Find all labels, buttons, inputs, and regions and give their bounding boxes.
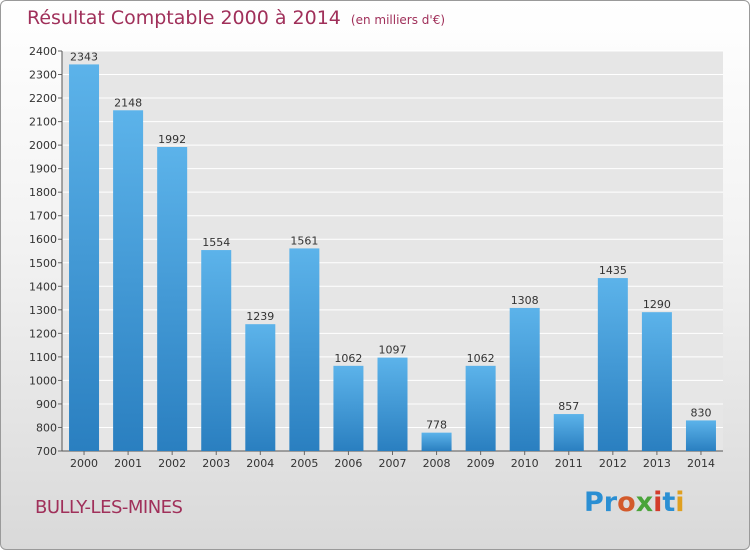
bar-2000 bbox=[69, 64, 100, 451]
y-tick-label: 1900 bbox=[29, 163, 57, 176]
bar-2003 bbox=[201, 250, 232, 451]
logo-letter: r bbox=[603, 487, 618, 518]
bar-2013 bbox=[641, 312, 672, 451]
logo-letter: x bbox=[635, 487, 654, 518]
y-tick-label: 700 bbox=[36, 445, 57, 458]
y-tick-label: 1500 bbox=[29, 257, 57, 270]
x-tick-label-2011: 2011 bbox=[555, 457, 583, 470]
y-tick-label: 1100 bbox=[29, 351, 57, 364]
data-label-2013: 1290 bbox=[643, 298, 671, 311]
x-tick-label-2002: 2002 bbox=[158, 457, 186, 470]
data-label-2006: 1062 bbox=[334, 352, 362, 365]
data-label-2002: 1992 bbox=[158, 133, 186, 146]
data-label-2003: 1554 bbox=[202, 236, 230, 249]
data-label-2004: 1239 bbox=[246, 310, 274, 323]
data-label-2005: 1561 bbox=[290, 234, 318, 247]
chart-title-block: Résultat Comptable 2000 à 2014 (en millie… bbox=[27, 7, 445, 29]
bar-2006 bbox=[333, 365, 364, 451]
logo-letter: i bbox=[675, 487, 685, 518]
x-tick-label-2010: 2010 bbox=[511, 457, 539, 470]
y-tick-label: 1800 bbox=[29, 186, 57, 199]
bar-2005 bbox=[289, 248, 320, 451]
bar-2014 bbox=[685, 420, 716, 451]
x-tick-label-2012: 2012 bbox=[599, 457, 627, 470]
commune-name: BULLY-LES-MINES bbox=[35, 497, 183, 518]
y-tick-label: 2200 bbox=[29, 92, 57, 105]
y-tick-label: 800 bbox=[36, 421, 57, 434]
x-tick-label-2008: 2008 bbox=[423, 457, 451, 470]
y-tick-label: 900 bbox=[36, 398, 57, 411]
data-label-2014: 830 bbox=[690, 406, 711, 419]
y-tick-label: 1600 bbox=[29, 233, 57, 246]
data-label-2012: 1435 bbox=[599, 264, 627, 277]
logo-letter: P bbox=[584, 487, 604, 518]
bar-2011 bbox=[553, 414, 584, 451]
x-tick-label-2003: 2003 bbox=[202, 457, 230, 470]
bar-2007 bbox=[377, 357, 408, 451]
bar-2004 bbox=[245, 324, 276, 451]
bar-2012 bbox=[597, 278, 628, 451]
x-tick-label-2000: 2000 bbox=[70, 457, 98, 470]
logo-letter: o bbox=[617, 487, 636, 518]
y-tick-label: 1700 bbox=[29, 210, 57, 223]
x-tick-label-2001: 2001 bbox=[114, 457, 142, 470]
y-tick-label: 2400 bbox=[29, 45, 57, 58]
data-label-2010: 1308 bbox=[511, 294, 539, 307]
bar-2009 bbox=[465, 365, 496, 451]
y-tick-label: 1000 bbox=[29, 374, 57, 387]
bar-2001 bbox=[113, 110, 144, 451]
data-label-2000: 2343 bbox=[70, 50, 98, 63]
x-tick-label-2013: 2013 bbox=[643, 457, 671, 470]
x-tick-label-2014: 2014 bbox=[687, 457, 715, 470]
bar-2010 bbox=[509, 307, 540, 451]
y-tick-label: 1300 bbox=[29, 304, 57, 317]
x-tick-label-2009: 2009 bbox=[467, 457, 495, 470]
x-tick-label-2007: 2007 bbox=[379, 457, 407, 470]
proxiti-logo: Proxiti bbox=[584, 487, 685, 518]
x-tick-label-2004: 2004 bbox=[246, 457, 274, 470]
data-label-2011: 857 bbox=[558, 400, 579, 413]
chart-subtitle: (en milliers d'€) bbox=[350, 13, 446, 27]
bar-2008 bbox=[421, 432, 452, 451]
logo-letter: t bbox=[662, 487, 676, 518]
x-tick-label-2005: 2005 bbox=[290, 457, 318, 470]
y-tick-label: 2100 bbox=[29, 116, 57, 129]
y-tick-label: 2300 bbox=[29, 69, 57, 82]
logo-letter: i bbox=[653, 487, 663, 518]
data-label-2007: 1097 bbox=[379, 344, 407, 357]
y-tick-label: 1200 bbox=[29, 327, 57, 340]
bar-2002 bbox=[157, 147, 188, 451]
y-tick-label: 1400 bbox=[29, 280, 57, 293]
data-label-2001: 2148 bbox=[114, 96, 142, 109]
x-tick-label-2006: 2006 bbox=[334, 457, 362, 470]
data-label-2008: 778 bbox=[426, 419, 447, 432]
chart-title: Résultat Comptable 2000 à 2014 bbox=[27, 7, 341, 29]
data-label-2009: 1062 bbox=[467, 352, 495, 365]
y-tick-label: 2000 bbox=[29, 139, 57, 152]
